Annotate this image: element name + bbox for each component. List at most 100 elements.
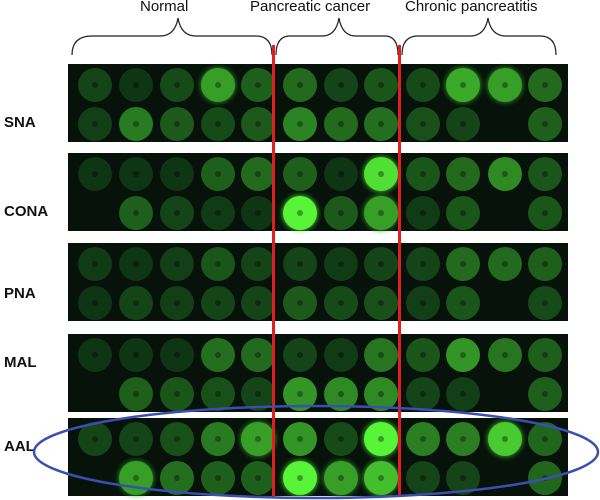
array-panel-sna [68,64,568,142]
array-spot [446,422,480,456]
array-spot [528,461,562,495]
array-spot [528,68,562,102]
array-spot [406,196,440,230]
array-spot [446,338,480,372]
array-spot [364,338,398,372]
array-spot [160,461,194,495]
array-spot [283,338,317,372]
array-spot [406,377,440,411]
row-label-aal: AAL [4,438,35,455]
array-spot [241,107,275,141]
array-panel-cona [68,153,568,231]
array-spot [324,68,358,102]
array-spot [201,157,235,191]
array-spot [406,338,440,372]
array-spot [160,196,194,230]
array-spot [488,247,522,281]
array-spot [283,157,317,191]
array-spot [528,196,562,230]
array-spot [283,422,317,456]
array-spot [78,107,112,141]
array-spot [324,461,358,495]
array-spot [488,422,522,456]
array-spot [241,422,275,456]
array-spot [119,247,153,281]
array-spot [488,157,522,191]
array-spot [406,247,440,281]
array-spot [241,286,275,320]
array-spot [324,338,358,372]
array-spot [283,107,317,141]
array-spot [364,107,398,141]
array-spot [160,107,194,141]
array-spot [364,157,398,191]
array-spot [241,196,275,230]
array-panel-mal [68,334,568,412]
array-spot [160,377,194,411]
array-spot [160,422,194,456]
array-panel-aal [68,418,568,496]
array-spot [446,247,480,281]
array-spot [201,286,235,320]
array-spot [78,68,112,102]
array-spot [201,377,235,411]
brace-chronic-pancreatitis [401,17,557,56]
array-spot [201,422,235,456]
array-spot [201,338,235,372]
array-spot [119,422,153,456]
array-spot [160,68,194,102]
array-spot [324,107,358,141]
array-spot [446,157,480,191]
array-spot [324,286,358,320]
array-spot [446,461,480,495]
array-spot [528,157,562,191]
array-spot [78,157,112,191]
array-spot [446,68,480,102]
divider-line-right [398,45,401,497]
array-spot [364,247,398,281]
array-spot [119,157,153,191]
array-spot [406,461,440,495]
array-spot [364,68,398,102]
array-spot [446,286,480,320]
array-spot [364,377,398,411]
array-spot [160,157,194,191]
array-spot [119,286,153,320]
array-spot [324,422,358,456]
array-spot [119,107,153,141]
array-spot [528,338,562,372]
array-spot [488,338,522,372]
array-spot [528,286,562,320]
array-spot [324,157,358,191]
array-spot [364,286,398,320]
array-spot [364,422,398,456]
array-spot [119,461,153,495]
array-spot [160,286,194,320]
array-spot [78,286,112,320]
array-spot [364,461,398,495]
array-spot [406,422,440,456]
array-spot [324,377,358,411]
array-spot [283,247,317,281]
array-spot [406,157,440,191]
group-label-chronic-pancreatitis: Chronic pancreatitis [405,0,538,15]
array-spot [201,461,235,495]
array-spot [201,107,235,141]
array-spot [241,157,275,191]
array-spot [201,68,235,102]
row-label-pna: PNA [4,285,36,302]
array-panel-pna [68,243,568,321]
array-spot [283,68,317,102]
array-spot [446,377,480,411]
row-label-mal: MAL [4,354,37,371]
array-spot [406,286,440,320]
array-spot [528,247,562,281]
array-spot [160,338,194,372]
array-spot [528,107,562,141]
array-spot [283,196,317,230]
array-spot [241,247,275,281]
group-label-pancreatic-cancer: Pancreatic cancer [250,0,371,15]
array-spot [488,68,522,102]
array-spot [241,461,275,495]
